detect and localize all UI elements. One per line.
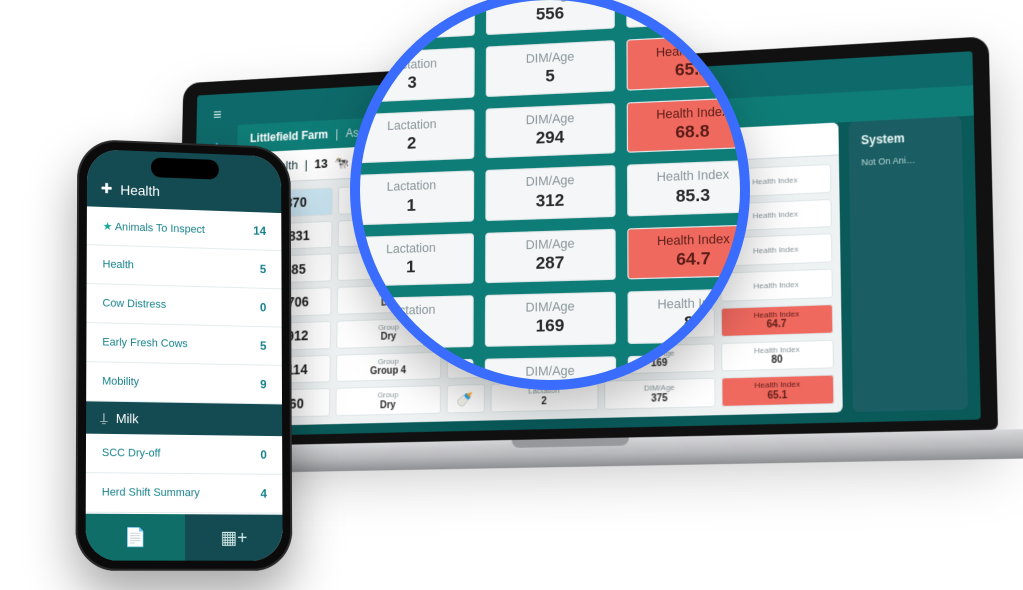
system-line: Not On Ani… — [861, 153, 950, 167]
magnifier-cell: Health Index64.7 — [627, 224, 750, 280]
divider: | — [335, 127, 338, 140]
list-item-label: Health — [103, 259, 134, 272]
nav-scan-icon[interactable]: ▦+ — [185, 514, 283, 560]
phone-screen: ✚ Health Animals To Inspect 14 Health 5 Cow … — [86, 149, 283, 561]
magnifier-cell: Health Index — [626, 0, 750, 28]
magnifier-row: Lactation1DIM/Age312Health Index85.3 — [350, 160, 750, 225]
magnifier-cell: DIM/Age294 — [486, 103, 615, 159]
medkit-icon: ✚ — [101, 180, 113, 197]
phone-notch — [151, 157, 219, 179]
list-item-label: Early Fresh Cows — [102, 336, 187, 350]
magnifier-cell: Health Index68.8 — [626, 96, 750, 153]
section-title: Milk — [116, 410, 139, 425]
system-panel: System Not On Ani… — [849, 116, 968, 412]
list-item[interactable]: Cow Distress 0 — [86, 284, 281, 328]
phone-body: Animals To Inspect 14 Health 5 Cow Distress 0… — [86, 206, 283, 552]
list-item-count: 0 — [239, 300, 266, 314]
phone-list: Animals To Inspect 14 Health 5 Cow Distress 0… — [86, 206, 282, 404]
phone-section-header: ⍊ Milk — [86, 401, 282, 436]
list-item[interactable]: Health 5 — [87, 245, 282, 289]
cow-icon: 🐄 — [334, 155, 349, 170]
phone-device: ✚ Health Animals To Inspect 14 Health 5 Cow … — [75, 139, 292, 571]
magnifier-content: Lactation2 DIM/Age556 Health Index Lactatio… — [350, 0, 750, 390]
magnifier-row: Lactation1DIM/Age287Health Index64.7 — [350, 224, 750, 287]
list-item-count: 5 — [239, 338, 266, 352]
phone-bottom-nav: 📄 ▦+ — [86, 514, 283, 561]
system-title: System — [861, 129, 950, 147]
health-count: 13 — [314, 156, 327, 171]
list-item[interactable]: SCC Dry-off 0 — [86, 434, 282, 475]
magnifier-cell: Lactation3 — [350, 48, 475, 103]
list-item-count: 14 — [239, 223, 266, 238]
magnifier-cell: DIM/Age287 — [485, 228, 615, 283]
magnifier-cell: Lactation2 — [350, 109, 475, 164]
list-item[interactable]: Mobility 9 — [86, 362, 282, 404]
data-cell: DIM/Age375 — [604, 378, 715, 410]
magnifier-cell: DIM/Age5 — [486, 41, 615, 97]
list-item-label: SCC Dry-off — [102, 447, 161, 460]
nav-reports-icon[interactable]: 📄 — [86, 514, 185, 561]
magnifier-cell: Lactation1 — [350, 233, 474, 287]
data-cell: GroupDry — [335, 385, 440, 416]
magnifier-cell: DIM/Age169 — [485, 292, 615, 346]
magnifier-cell: Health Index85.3 — [627, 160, 750, 216]
row-icon: 🍼 — [446, 384, 484, 413]
list-item[interactable]: Early Fresh Cows 5 — [86, 323, 282, 366]
magnifier-cell: Lactation2 — [351, 0, 476, 43]
menu-icon[interactable]: ≡ — [204, 101, 231, 131]
phone-frame: ✚ Health Animals To Inspect 14 Health 5 Cow … — [75, 139, 292, 571]
list-item-count: 4 — [240, 486, 267, 500]
list-item-label: Animals To Inspect — [103, 219, 205, 235]
magnifier-cell: DIM/Age556 — [486, 0, 614, 36]
list-item-count: 5 — [239, 262, 266, 277]
section-icon: ⍊ — [100, 410, 108, 426]
list-item-label: Mobility — [102, 375, 139, 388]
list-item-label: Cow Distress — [102, 297, 166, 311]
list-item[interactable]: Herd Shift Summary 4 — [86, 473, 283, 514]
list-item[interactable]: Animals To Inspect 14 — [87, 206, 282, 251]
list-item-count: 9 — [239, 377, 266, 391]
phone-header-title: Health — [120, 182, 160, 199]
list-item-count: 0 — [240, 448, 267, 462]
list-item-label: Herd Shift Summary — [102, 486, 200, 499]
magnifier-lens: Lactation2 DIM/Age556 Health Index Lactatio… — [350, 0, 750, 390]
magnifier-row: Lactation1DIM/Age169Health Index80 — [350, 288, 750, 349]
magnifier-cell: Lactation1 — [350, 171, 475, 226]
magnifier-cell: DIM/Age312 — [486, 165, 616, 220]
magnifier-cell: Lactation1 — [350, 295, 474, 349]
farm-name: Littlefield Farm — [250, 128, 328, 145]
magnifier-cell: Health Index65.2 — [626, 33, 750, 90]
magnifier-row: Lactation3DIM/Age5Health Index65.2 — [350, 33, 750, 103]
magnifier-cell: Health Index80 — [627, 288, 750, 343]
magnifier-row: Lactation2DIM/Age294Health Index68.8 — [350, 96, 750, 163]
